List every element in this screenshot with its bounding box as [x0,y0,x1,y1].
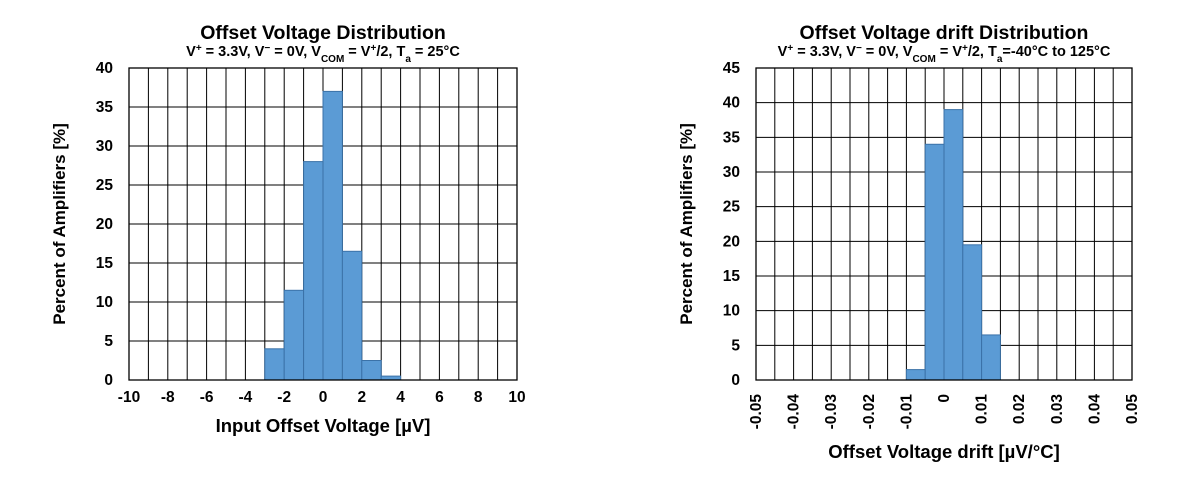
svg-text:-0.01: -0.01 [898,394,915,430]
svg-text:-10: -10 [118,389,140,406]
svg-text:-4: -4 [239,389,253,406]
svg-text:0.05: 0.05 [1124,394,1141,425]
svg-text:10: 10 [96,294,113,311]
svg-text:0: 0 [104,372,113,389]
svg-text:0: 0 [319,389,328,406]
svg-text:30: 30 [96,138,113,155]
svg-text:45: 45 [723,60,741,77]
svg-text:-8: -8 [161,389,175,406]
svg-text:6: 6 [435,389,444,406]
svg-text:0.01: 0.01 [974,394,991,425]
svg-text:Percent of Amplifiers [%]: Percent of Amplifiers [%] [50,123,69,325]
svg-text:30: 30 [723,164,740,181]
svg-text:Offset Voltage Distribution: Offset Voltage Distribution [200,22,446,44]
svg-text:-0.04: -0.04 [786,394,803,430]
svg-text:0.04: 0.04 [1086,394,1103,425]
svg-text:-0.02: -0.02 [861,394,878,429]
svg-text:15: 15 [96,255,114,272]
svg-text:25: 25 [96,177,114,194]
svg-text:25: 25 [723,199,741,216]
svg-text:20: 20 [723,233,740,250]
svg-text:2: 2 [357,389,366,406]
svg-text:Offset Voltage drift Distribut: Offset Voltage drift Distribution [800,22,1089,44]
svg-text:-0.03: -0.03 [823,394,840,430]
svg-text:35: 35 [96,99,114,116]
svg-text:Input Offset Voltage [µV]: Input Offset Voltage [µV] [216,415,431,436]
svg-text:Offset Voltage drift [µV/°C]: Offset Voltage drift [µV/°C] [828,441,1060,462]
svg-text:-0.05: -0.05 [748,394,765,430]
svg-text:0: 0 [936,394,953,403]
svg-text:0: 0 [731,372,740,389]
svg-text:8: 8 [474,389,483,406]
svg-text:10: 10 [508,389,525,406]
svg-text:40: 40 [96,60,113,77]
svg-text:40: 40 [723,95,740,112]
svg-text:Percent of Amplifiers [%]: Percent of Amplifiers [%] [677,123,696,325]
svg-text:5: 5 [731,337,740,354]
svg-text:10: 10 [723,303,740,320]
svg-text:0.02: 0.02 [1011,394,1028,424]
svg-text:20: 20 [96,216,113,233]
svg-text:-2: -2 [277,389,291,406]
svg-text:0.03: 0.03 [1049,394,1066,425]
svg-text:15: 15 [723,268,741,285]
svg-text:5: 5 [104,333,113,350]
svg-text:4: 4 [396,389,405,406]
svg-text:35: 35 [723,129,741,146]
svg-text:-6: -6 [200,389,214,406]
